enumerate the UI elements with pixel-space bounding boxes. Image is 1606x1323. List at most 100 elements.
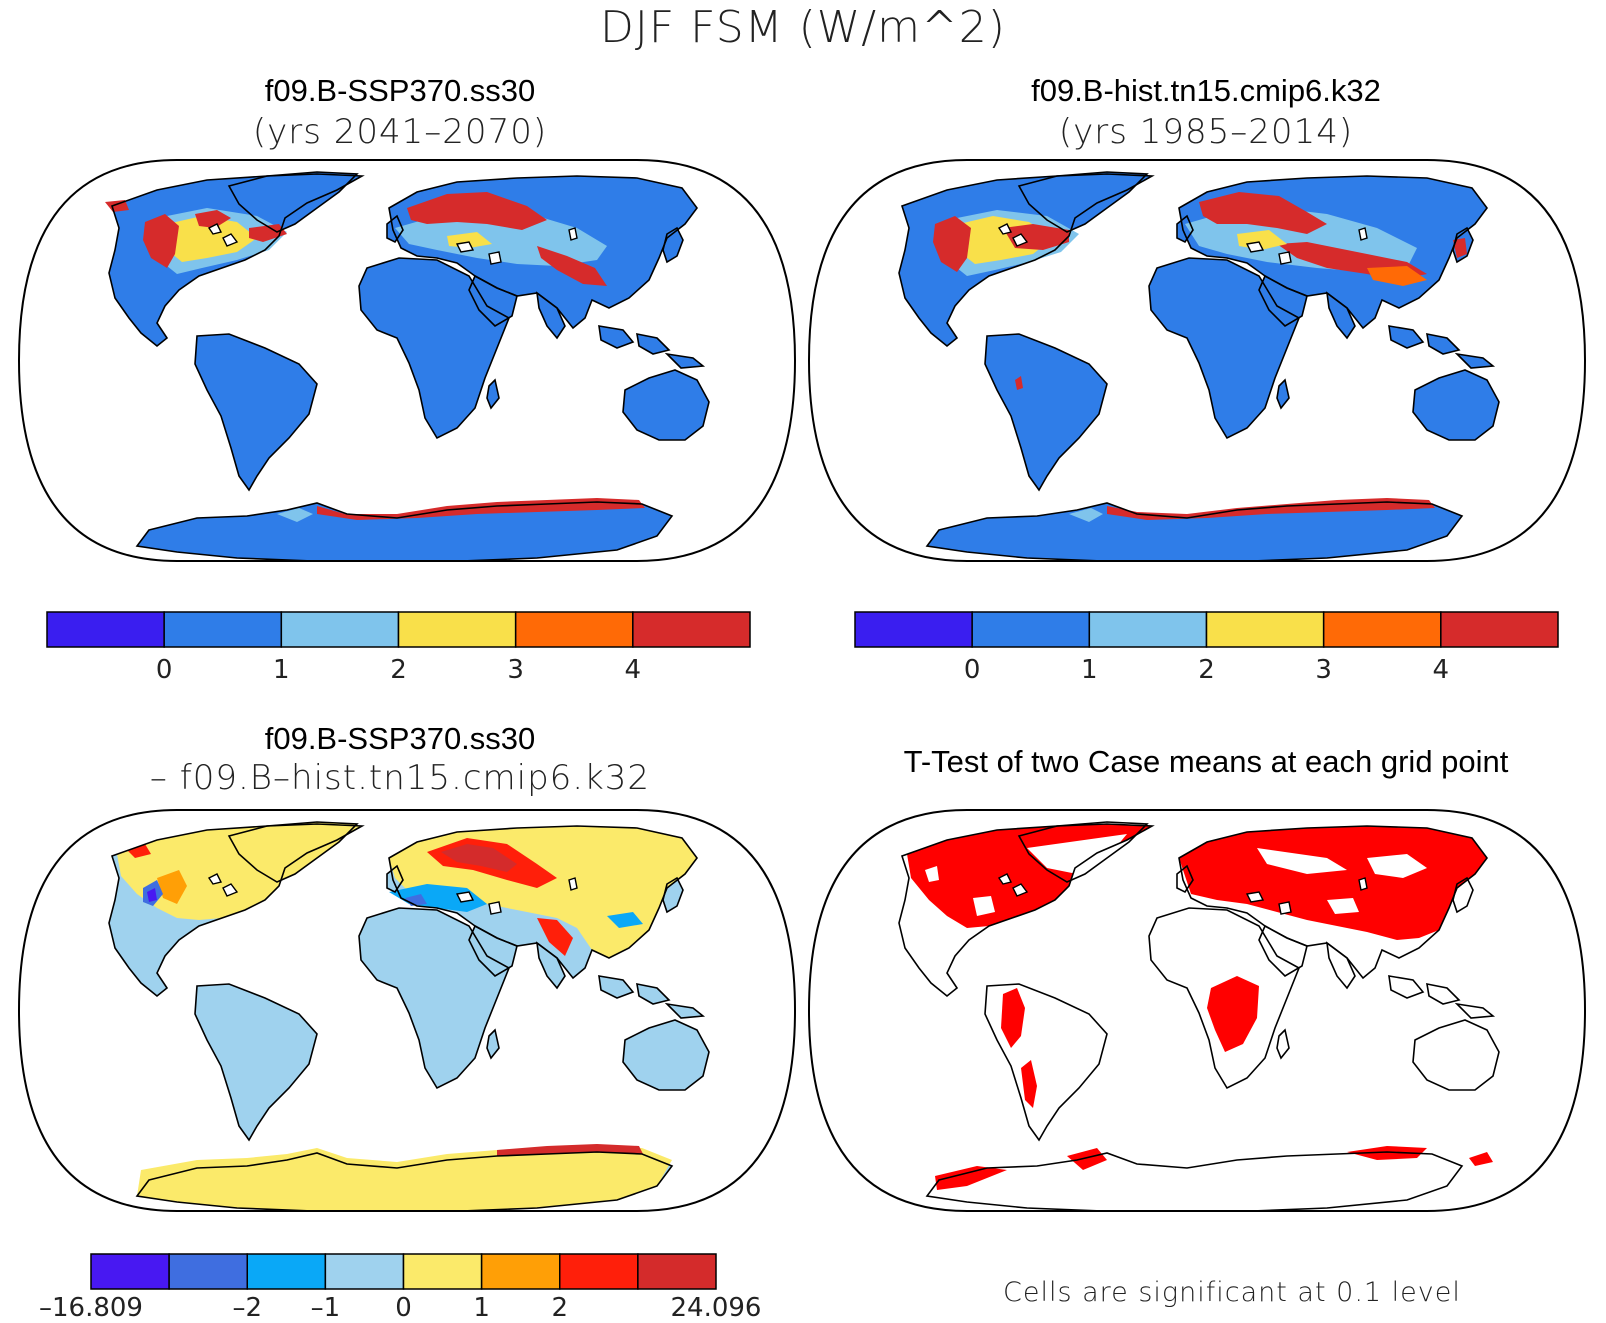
land-seAsiaIslands [1389, 976, 1493, 1018]
coastline-seAsiaIslands [598, 975, 706, 1019]
map-frame [807, 809, 1587, 1212]
colorbar-box [854, 611, 973, 648]
not-significant-gap [1367, 854, 1427, 878]
future-panel-subtitle: (yrs 2041–2070) [252, 112, 548, 152]
diff-panel-subtitle: – f09.B–hist.tn15.cmip6.k32 [149, 758, 651, 798]
coastline-australia [622, 1019, 710, 1091]
coastline-japan [662, 876, 684, 914]
coastline-japan [662, 226, 684, 264]
coastline-seAsiaIslands [598, 325, 706, 369]
hist-panel-title: f09.B-hist.tn15.cmip6.k32 [1031, 73, 1381, 108]
colorbar-box [637, 1253, 717, 1290]
lake-outline [1245, 891, 1265, 903]
land-antarctica [137, 502, 672, 561]
lake-outline [568, 877, 578, 891]
value-patch [537, 918, 573, 956]
colorbar-box [90, 1253, 170, 1290]
land-greenland [229, 172, 357, 232]
value-patch [1001, 988, 1025, 1048]
land-arabia [469, 926, 517, 976]
colorbar-tick-label: 4 [625, 655, 642, 685]
lake-outline [568, 227, 578, 241]
colorbar-box [402, 1253, 483, 1290]
not-significant-gap [1327, 898, 1359, 914]
coastline-india [535, 941, 566, 990]
land-india [1327, 293, 1355, 338]
land-seAsiaIslands [599, 976, 703, 1018]
lake-outline [1245, 241, 1265, 253]
value-patch [407, 192, 547, 230]
coastline-eurasia [1178, 825, 1488, 980]
figure-title: DJF FSM (W/m^2) [600, 2, 1006, 53]
map-frame [17, 809, 797, 1212]
colorbar-box [1205, 611, 1325, 648]
lake-outline [1012, 233, 1029, 247]
lake-outline [997, 223, 1013, 235]
lake-outline [1358, 877, 1368, 891]
ttest-panel-title: T-Test of two Case means at each grid po… [903, 744, 1509, 779]
coastline-uk [1176, 864, 1194, 894]
coastline-arabia [1258, 274, 1308, 328]
coastline-madagascar [1276, 378, 1290, 410]
coastline-africa [1148, 907, 1301, 1090]
coastline-africa [358, 257, 511, 440]
coastline-southAmerica [194, 333, 318, 492]
lake-outline [488, 251, 502, 265]
colorbar-tick-label: 1 [1081, 655, 1098, 685]
colorbar-box [280, 611, 400, 648]
coastline-northAmerica [898, 173, 1155, 348]
not-significant-gap [973, 896, 995, 916]
diff-panel-title: f09.B-SSP370.ss30 [264, 721, 536, 756]
value-patch [537, 246, 607, 286]
colorbar-tick-label: 24.096 [671, 1293, 762, 1323]
land-africa [1149, 258, 1299, 438]
coastline-africa [358, 907, 511, 1090]
coastline-greenland [1017, 171, 1149, 233]
coastline-southAmerica [194, 983, 318, 1142]
value-patch [127, 844, 151, 858]
value-patch [1069, 508, 1103, 522]
coastline-uk [386, 214, 404, 244]
coastline-eurasia [388, 825, 698, 980]
hist-panel-subtitle: (yrs 1985–2014) [1058, 112, 1354, 152]
coastline-madagascar [486, 378, 500, 410]
colorbar-tick-label: –16.809 [39, 1293, 143, 1323]
lake-outline [455, 891, 475, 903]
value-patch [143, 214, 179, 268]
land-africa [359, 258, 509, 438]
lake-outline [488, 901, 502, 915]
coastline-uk [1176, 214, 1194, 244]
land-greenland [1019, 172, 1147, 232]
coastline-japan [1452, 876, 1474, 914]
hist-colorbar: 0 1 2 3 4 [854, 611, 1559, 685]
land-antarctica [927, 1152, 1462, 1211]
colorbar-box [632, 611, 751, 648]
future-colorbar: 0 1 2 3 4 [46, 611, 751, 685]
value-patch [195, 210, 231, 228]
ttest-map [807, 809, 1587, 1212]
colorbar-tick-label: 1 [273, 655, 290, 685]
colorbar-tick-label: 4 [1433, 655, 1450, 685]
lake-outline [207, 873, 223, 885]
value-patch [935, 1166, 1007, 1190]
land-arabia [469, 276, 517, 326]
coastline-southAmerica [984, 983, 1108, 1142]
coastline-northAmerica [108, 823, 365, 998]
land-india [537, 943, 565, 988]
value-patch [249, 224, 287, 242]
coastline-arabia [468, 274, 518, 328]
colorbar-tick-label: 2 [551, 1293, 568, 1323]
value-patch [607, 912, 643, 928]
value-patch [1207, 976, 1259, 1052]
not-significant-gap [925, 866, 939, 882]
colorbar-box [559, 1253, 639, 1290]
land-seAsiaIslands [1389, 326, 1493, 368]
coastline-northAmerica [108, 173, 365, 348]
value-patch [229, 822, 357, 882]
coastline-greenland [227, 821, 359, 883]
land-southAmerica [985, 334, 1107, 490]
map-frame [17, 159, 797, 562]
land-australia [1413, 1020, 1499, 1090]
value-patch [1347, 1146, 1427, 1160]
value-patch [1367, 266, 1427, 286]
